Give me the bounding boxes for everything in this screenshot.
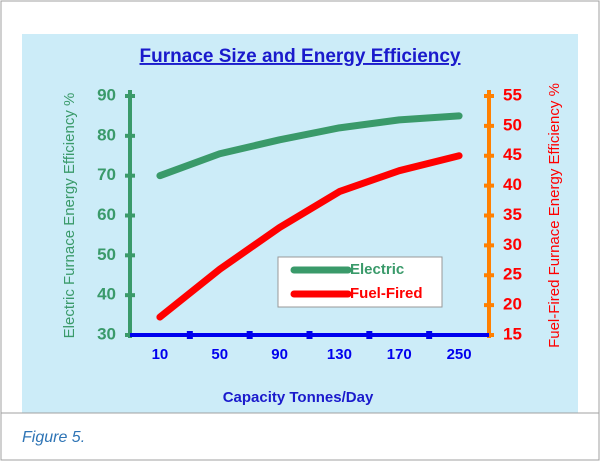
y-tick-label: 40: [97, 285, 116, 304]
caption: Figure 5.: [22, 429, 85, 446]
y-tick-label: 80: [97, 125, 116, 144]
y2-tick-label: 30: [503, 235, 522, 254]
y2-tick-label: 45: [503, 145, 522, 164]
x-tick: [246, 331, 253, 339]
x-tick-label: 170: [387, 346, 412, 363]
y-axis-label: Electric Furnace Energy Efficiency %: [61, 93, 78, 339]
x-tick: [366, 331, 373, 339]
x-tick-label: 10: [152, 346, 169, 363]
y2-tick-label: 20: [503, 295, 522, 314]
chart-title: Furnace Size and Energy Efficiency: [140, 46, 461, 67]
x-tick: [186, 331, 193, 339]
y2-axis-label: Fuel-Fired Furnace Energy Efficiency %: [546, 83, 563, 348]
y2-tick-label: 25: [503, 265, 522, 284]
y2-tick-label: 50: [503, 115, 522, 134]
y2-tick-label: 35: [503, 205, 522, 224]
y2-tick-label: 55: [503, 85, 522, 104]
y-tick-label: 50: [97, 245, 116, 264]
y-tick-label: 60: [97, 205, 116, 224]
series-line: [156, 112, 463, 180]
x-tick-label: 250: [447, 346, 472, 363]
x-tick-label: 50: [211, 346, 228, 363]
x-tick: [306, 331, 313, 339]
x-tick-label: 90: [271, 346, 288, 363]
series-line: [156, 152, 463, 321]
x-axis-label: Capacity Tonnes/Day: [223, 389, 374, 406]
x-tick: [426, 331, 433, 339]
y-tick-label: 90: [97, 85, 116, 104]
y-tick-label: 30: [97, 324, 116, 343]
y2-tick-label: 15: [503, 324, 522, 343]
y-tick-label: 70: [97, 165, 116, 184]
legend-box: [277, 256, 443, 308]
x-tick-label: 130: [327, 346, 352, 363]
legend-label: Fuel-Fired: [350, 285, 423, 302]
legend-label: Electric: [350, 261, 404, 278]
y2-tick-label: 40: [503, 175, 522, 194]
